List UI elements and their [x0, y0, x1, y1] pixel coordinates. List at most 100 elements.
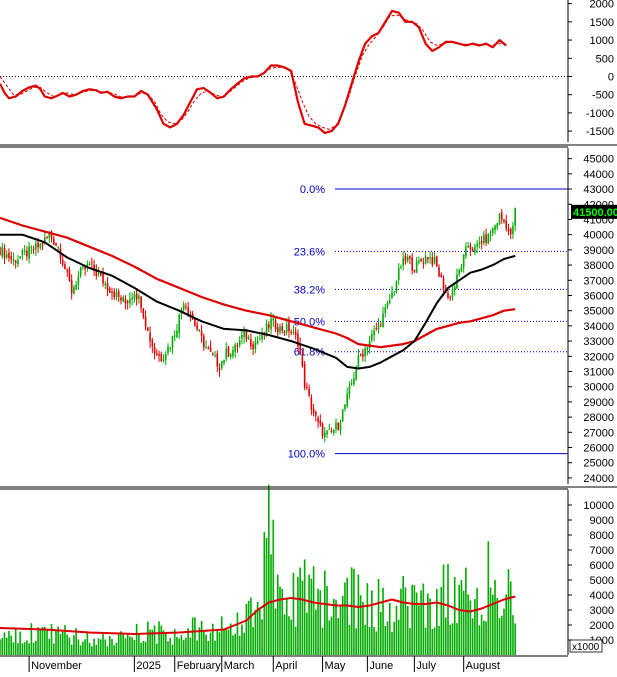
- candle-body: [196, 324, 198, 330]
- candle-body: [30, 247, 33, 249]
- volume-bar: [319, 590, 322, 655]
- volume-bar: [438, 625, 440, 655]
- volume-bar: [440, 586, 443, 655]
- time-tick-label: 2025: [136, 660, 160, 672]
- volume-bar: [68, 637, 71, 655]
- candle-body: [471, 248, 474, 252]
- volume-bar: [474, 599, 476, 655]
- candle-body: [19, 256, 21, 258]
- volume-bar: [397, 619, 400, 655]
- volume-bar: [151, 629, 154, 655]
- volume-bar: [451, 623, 454, 655]
- volume-bar: [402, 575, 404, 655]
- price-tick-label: 37000: [583, 275, 614, 287]
- price-panel: 0.0% 23.6% 38.2% 50.0% 61.8% 100.0% 24000 25000…: [0, 148, 617, 485]
- volume-bar: [254, 609, 257, 655]
- candle-body: [111, 291, 113, 294]
- candle-body: [285, 324, 288, 333]
- volume-bar: [37, 627, 39, 655]
- candle-body: [243, 328, 245, 337]
- fib-label: 50.0%: [294, 316, 325, 328]
- candle-body: [252, 344, 254, 350]
- macd-tick-label: 0: [608, 71, 614, 83]
- candle-body: [23, 250, 26, 252]
- time-tick-label: April: [275, 660, 297, 672]
- volume-tick-label: 2000: [590, 620, 614, 632]
- candle-body: [474, 246, 476, 253]
- volume-bar: [48, 638, 51, 655]
- candle-body: [330, 430, 333, 432]
- candle-body: [507, 228, 510, 231]
- fib-label: 23.6%: [294, 246, 325, 258]
- volume-bar: [415, 592, 418, 655]
- volume-bar: [135, 623, 138, 655]
- volume-bar: [382, 587, 384, 655]
- candle-body: [142, 308, 145, 318]
- candle-body: [79, 267, 82, 276]
- candle-body: [178, 314, 180, 333]
- candle-body: [173, 335, 176, 337]
- volume-bar: [514, 623, 516, 655]
- volume-bar: [393, 621, 396, 655]
- volume-bar: [350, 567, 353, 655]
- candle-body: [185, 306, 187, 308]
- time-tick-label: July: [416, 660, 436, 672]
- price-tick-label: 35000: [583, 306, 614, 318]
- volume-bar: [122, 634, 124, 655]
- volume-bar: [241, 624, 243, 655]
- candle-body: [498, 213, 501, 225]
- candle-body: [373, 330, 375, 336]
- volume-bar: [294, 626, 297, 655]
- volume-bar: [485, 621, 487, 655]
- candle-body: [198, 329, 201, 331]
- volume-bar: [131, 637, 133, 655]
- volume-bar: [129, 636, 131, 655]
- volume-bar: [357, 574, 360, 655]
- candle-body: [462, 254, 465, 268]
- volume-tick-label: 8000: [590, 530, 614, 542]
- candle-body: [467, 246, 469, 248]
- price-tick-label: 25000: [583, 458, 614, 470]
- candle-body: [357, 354, 360, 369]
- volume-bar: [227, 629, 230, 655]
- volume-bar: [124, 638, 127, 655]
- volume-bar: [324, 570, 326, 655]
- macd-tick-label: -500: [592, 90, 614, 102]
- volume-bar: [203, 631, 205, 655]
- volume-bar: [348, 624, 351, 655]
- price-tick-label: 31000: [583, 366, 614, 378]
- volume-bar: [328, 620, 331, 655]
- candle-body: [380, 325, 382, 327]
- volume-bar: [41, 627, 44, 655]
- candle-body: [261, 332, 263, 340]
- candle-body: [409, 256, 411, 259]
- volume-bar: [487, 541, 490, 655]
- candle-body: [469, 244, 472, 250]
- volume-bar: [214, 640, 216, 655]
- volume-bar: [265, 537, 268, 655]
- volume-bar: [308, 574, 310, 655]
- candle-body: [21, 250, 24, 255]
- price-tick-label: 26000: [583, 443, 614, 455]
- candle-body: [247, 337, 250, 339]
- candle-body: [371, 334, 373, 340]
- candle-body: [424, 256, 427, 264]
- price-tick-label: 39000: [583, 245, 614, 257]
- candle-body: [505, 220, 508, 229]
- volume-bar: [77, 639, 80, 655]
- candle-body: [259, 338, 261, 340]
- candle-body: [209, 347, 212, 352]
- candle-body: [353, 378, 355, 385]
- volume-bar: [303, 559, 306, 655]
- volume-bar: [353, 568, 355, 655]
- volume-bar: [14, 628, 17, 655]
- candle-body: [97, 273, 100, 275]
- candle-body: [169, 347, 172, 349]
- volume-bar: [140, 642, 142, 655]
- candle-body: [306, 387, 308, 389]
- fib-label: 38.2%: [294, 284, 325, 296]
- candle-body: [384, 307, 387, 314]
- volume-bar: [467, 594, 469, 655]
- candle-body: [395, 281, 398, 292]
- volume-tick-label: 10000: [583, 500, 614, 512]
